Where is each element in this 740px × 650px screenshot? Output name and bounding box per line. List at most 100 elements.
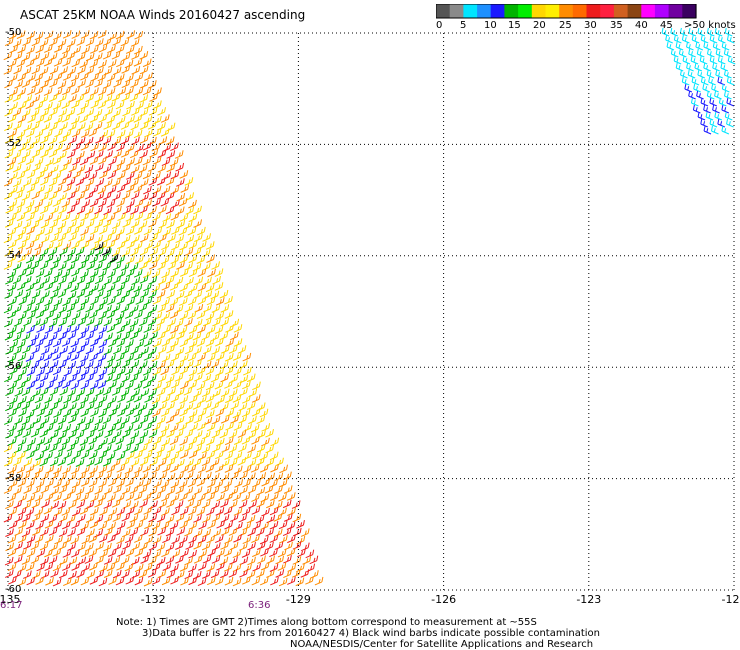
wind-barb — [58, 304, 68, 314]
wind-barb — [111, 303, 121, 313]
wind-barb — [225, 408, 235, 417]
wind-barb — [151, 395, 161, 404]
wind-barb — [712, 104, 720, 114]
wind-barb — [201, 331, 211, 341]
wind-barb — [251, 576, 261, 586]
legend-label: 10 — [484, 20, 497, 31]
wind-barb — [185, 541, 195, 550]
wind-barb — [143, 352, 153, 361]
wind-barb — [188, 367, 198, 377]
wind-barb — [130, 430, 140, 439]
wind-barb — [45, 534, 54, 544]
wind-barb — [201, 457, 211, 467]
wind-barb — [229, 486, 239, 496]
wind-barb — [49, 290, 59, 299]
wind-barb — [148, 471, 157, 481]
wind-barb — [185, 374, 194, 383]
wind-barb — [35, 451, 45, 461]
wind-barb — [251, 534, 260, 543]
wind-barb — [21, 471, 31, 480]
wind-barb — [161, 338, 171, 347]
wind-barb — [144, 241, 154, 250]
wind-barb — [131, 136, 140, 145]
wind-barb — [63, 367, 73, 377]
wind-barb — [143, 324, 153, 333]
wind-barb — [31, 136, 41, 145]
wind-barb — [269, 479, 278, 488]
legend-swatch — [504, 4, 519, 18]
wind-barb — [158, 471, 168, 480]
wind-barb — [4, 37, 14, 47]
wind-barb — [59, 513, 68, 523]
wind-barb — [48, 191, 58, 200]
wind-barb — [32, 570, 41, 579]
wind-barb — [161, 492, 170, 502]
wind-barb — [117, 394, 126, 403]
wind-barb — [133, 58, 143, 67]
wind-barb — [14, 387, 24, 397]
wind-barb — [30, 428, 40, 438]
wind-barb — [252, 548, 261, 558]
wind-barb — [5, 528, 14, 537]
wind-barb — [130, 219, 140, 228]
wind-barb — [179, 213, 189, 222]
wind-barb — [224, 464, 234, 473]
wind-barb — [143, 115, 153, 124]
wind-barb — [121, 346, 130, 355]
wind-barb — [18, 296, 28, 306]
wind-barb — [129, 514, 139, 523]
wind-barb — [232, 380, 242, 390]
wind-barb — [61, 479, 71, 488]
wind-barb — [187, 352, 197, 362]
wind-barb — [99, 170, 108, 179]
wind-barb — [184, 359, 194, 369]
wind-barb — [88, 128, 98, 137]
wind-barb — [68, 219, 77, 229]
wind-barb — [153, 436, 162, 445]
wind-barb — [684, 83, 693, 93]
wind-barb — [41, 234, 50, 244]
wind-barb — [212, 317, 221, 327]
wind-barb — [104, 527, 113, 536]
wind-barb — [79, 437, 89, 446]
wind-barb — [59, 569, 68, 579]
wind-barb — [80, 548, 90, 558]
wind-barb — [84, 164, 94, 174]
wind-barb — [153, 479, 162, 488]
wind-barb — [134, 87, 144, 96]
wind-barb — [76, 52, 86, 61]
wind-barb — [121, 359, 131, 368]
wind-barb — [70, 535, 80, 545]
wind-barb — [185, 206, 195, 215]
wind-barb — [216, 492, 225, 502]
wind-barb — [133, 241, 143, 251]
wind-barb — [225, 422, 234, 431]
wind-barb — [138, 164, 148, 173]
legend-label: 45 — [660, 20, 673, 31]
wind-barb — [247, 527, 257, 537]
wind-barb — [205, 381, 215, 391]
wind-barb — [43, 436, 53, 446]
wind-barb — [112, 513, 122, 522]
wind-barb — [5, 346, 14, 355]
wind-barb — [49, 78, 58, 88]
wind-barb — [71, 267, 80, 277]
wind-barb — [184, 318, 193, 327]
wind-barb — [13, 220, 23, 230]
wind-barb — [81, 87, 91, 96]
wind-barb — [102, 415, 112, 424]
wind-barb — [31, 499, 41, 509]
wind-barb — [151, 352, 161, 362]
wind-barb — [223, 563, 233, 572]
wind-barb — [148, 556, 157, 565]
wind-speed-legend — [436, 4, 697, 19]
wind-barb — [166, 345, 175, 354]
wind-barb — [85, 443, 95, 452]
wind-barb — [44, 143, 54, 152]
wind-barb — [224, 576, 234, 586]
wind-barb — [116, 352, 125, 362]
wind-barb — [84, 555, 94, 564]
wind-barb — [26, 548, 36, 558]
wind-barb — [143, 282, 152, 292]
wind-barb — [166, 150, 176, 159]
